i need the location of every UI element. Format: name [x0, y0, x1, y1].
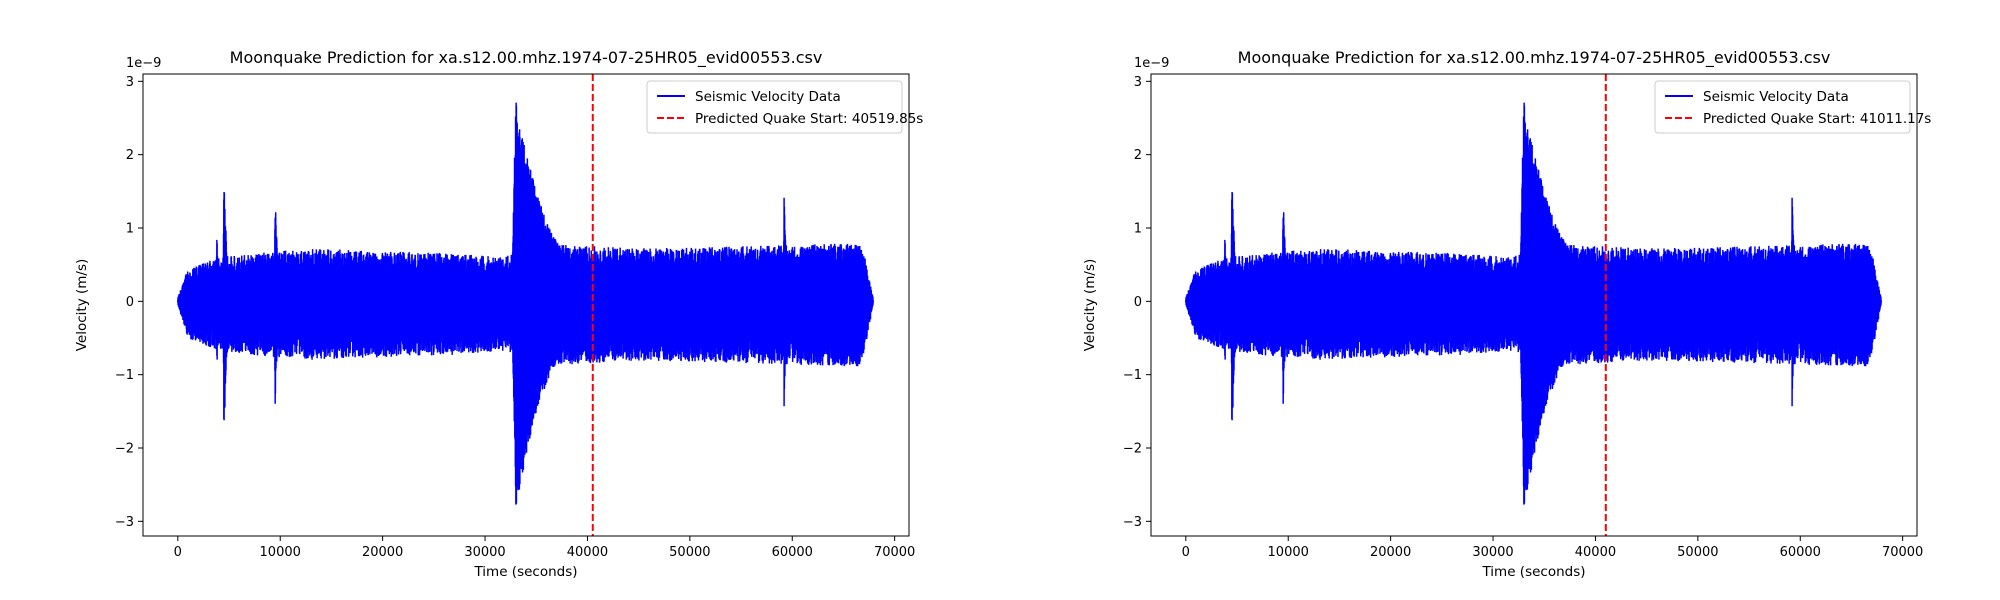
x-tick-label: 20000 [1370, 545, 1411, 560]
y-axis-label: Velocity (m/s) [74, 259, 90, 352]
subplot-2: 0 10000 20000 30000 40000 50000 60000 70000 −3 −2… [1082, 48, 1931, 580]
x-tick-label: 70000 [1882, 545, 1923, 560]
y-tick-label: −1 [115, 368, 134, 383]
x-tick-label: 40000 [1575, 545, 1616, 560]
x-axis-label: Time (seconds) [473, 564, 577, 580]
legend: Seismic Velocity Data Predicted Quake Sta… [646, 80, 923, 134]
y-tick-label: 3 [126, 75, 134, 90]
legend-label: Predicted Quake Start: 41011.17s [1703, 111, 1931, 127]
y-offset-label: 1e−9 [1134, 56, 1169, 71]
chart-title: Moonquake Prediction for xa.s12.00.mhz.1… [1238, 48, 1831, 68]
x-tick-label: 40000 [567, 545, 608, 560]
y-tick-label: 2 [1134, 148, 1142, 163]
legend-label: Seismic Velocity Data [1703, 89, 1849, 105]
axes-frame [1150, 73, 1918, 537]
y-tick-label: 0 [126, 295, 134, 310]
y-offset-label: 1e−9 [126, 56, 161, 71]
legend-box [1654, 80, 1911, 134]
x-tick-label: 0 [174, 545, 182, 560]
y-tick-label: 1 [126, 222, 134, 237]
chart-title: Moonquake Prediction for xa.s12.00.mhz.1… [230, 48, 823, 68]
y-tick-label: −3 [1123, 515, 1142, 530]
x-tick-label: 70000 [874, 545, 915, 560]
x-tick-label: 0 [1182, 545, 1190, 560]
y-tick-label: −3 [115, 515, 134, 530]
subplot-1: 0 10000 20000 30000 40000 50000 60000 70000 −3 −2… [74, 48, 923, 580]
legend-label: Seismic Velocity Data [695, 89, 841, 105]
y-tick-label: 0 [1134, 295, 1142, 310]
seismic-velocity-line [177, 102, 874, 505]
x-tick-label: 30000 [464, 545, 505, 560]
x-tick-label: 60000 [772, 545, 813, 560]
x-tick-label: 50000 [1677, 545, 1718, 560]
x-tick-label: 50000 [669, 545, 710, 560]
y-tick-label: 1 [1134, 222, 1142, 237]
legend-box [646, 80, 903, 134]
x-axis-label: Time (seconds) [1481, 564, 1585, 580]
seismic-velocity-line [1185, 102, 1882, 505]
x-tick-label: 30000 [1472, 545, 1513, 560]
legend: Seismic Velocity Data Predicted Quake Sta… [1654, 80, 1931, 134]
y-tick-label: −2 [115, 442, 134, 457]
axes-frame [142, 73, 910, 537]
x-tick-label: 10000 [1268, 545, 1309, 560]
y-tick-label: −1 [1123, 368, 1142, 383]
x-tick-label: 10000 [260, 545, 301, 560]
y-axis-label: Velocity (m/s) [1082, 259, 1098, 352]
x-tick-label: 60000 [1780, 545, 1821, 560]
y-tick-label: 3 [1134, 75, 1142, 90]
legend-label: Predicted Quake Start: 40519.85s [695, 111, 923, 127]
y-tick-label: 2 [126, 148, 134, 163]
y-tick-label: −2 [1123, 442, 1142, 457]
x-tick-label: 20000 [362, 545, 403, 560]
